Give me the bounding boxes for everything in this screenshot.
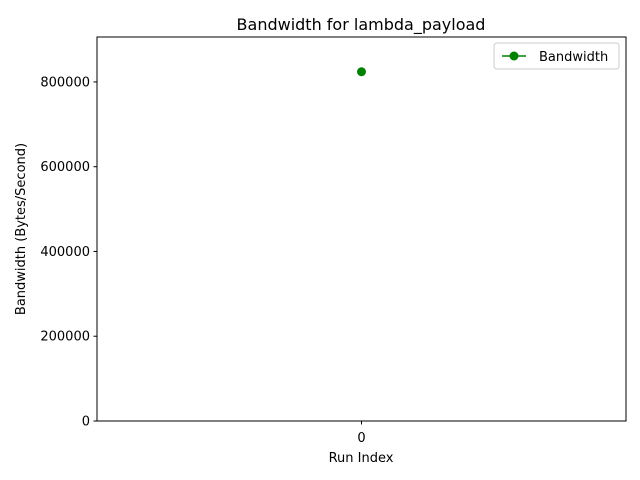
y-tick-label: 600000 xyxy=(40,160,90,175)
chart-title: Bandwidth for lambda_payload xyxy=(237,15,486,35)
y-tick-label: 200000 xyxy=(40,330,90,345)
x-axis: 0 xyxy=(357,421,366,446)
x-tick-label: 0 xyxy=(357,431,365,446)
legend-box xyxy=(493,42,620,70)
y-tick-label: 400000 xyxy=(40,245,90,260)
series-layer xyxy=(357,67,366,77)
x-axis-label: Run Index xyxy=(329,451,394,466)
y-tick-label: 800000 xyxy=(40,75,90,90)
y-axis: 0 200000 400000 600000 800000 xyxy=(40,75,97,430)
y-axis-label: Bandwidth (Bytes/Second) xyxy=(14,143,29,315)
legend-marker xyxy=(509,51,519,61)
y-tick-label: 0 xyxy=(82,415,90,430)
data-point-bandwidth xyxy=(357,67,366,77)
legend-label-bandwidth: Bandwidth xyxy=(539,50,608,65)
legend: Bandwidth xyxy=(493,42,620,70)
